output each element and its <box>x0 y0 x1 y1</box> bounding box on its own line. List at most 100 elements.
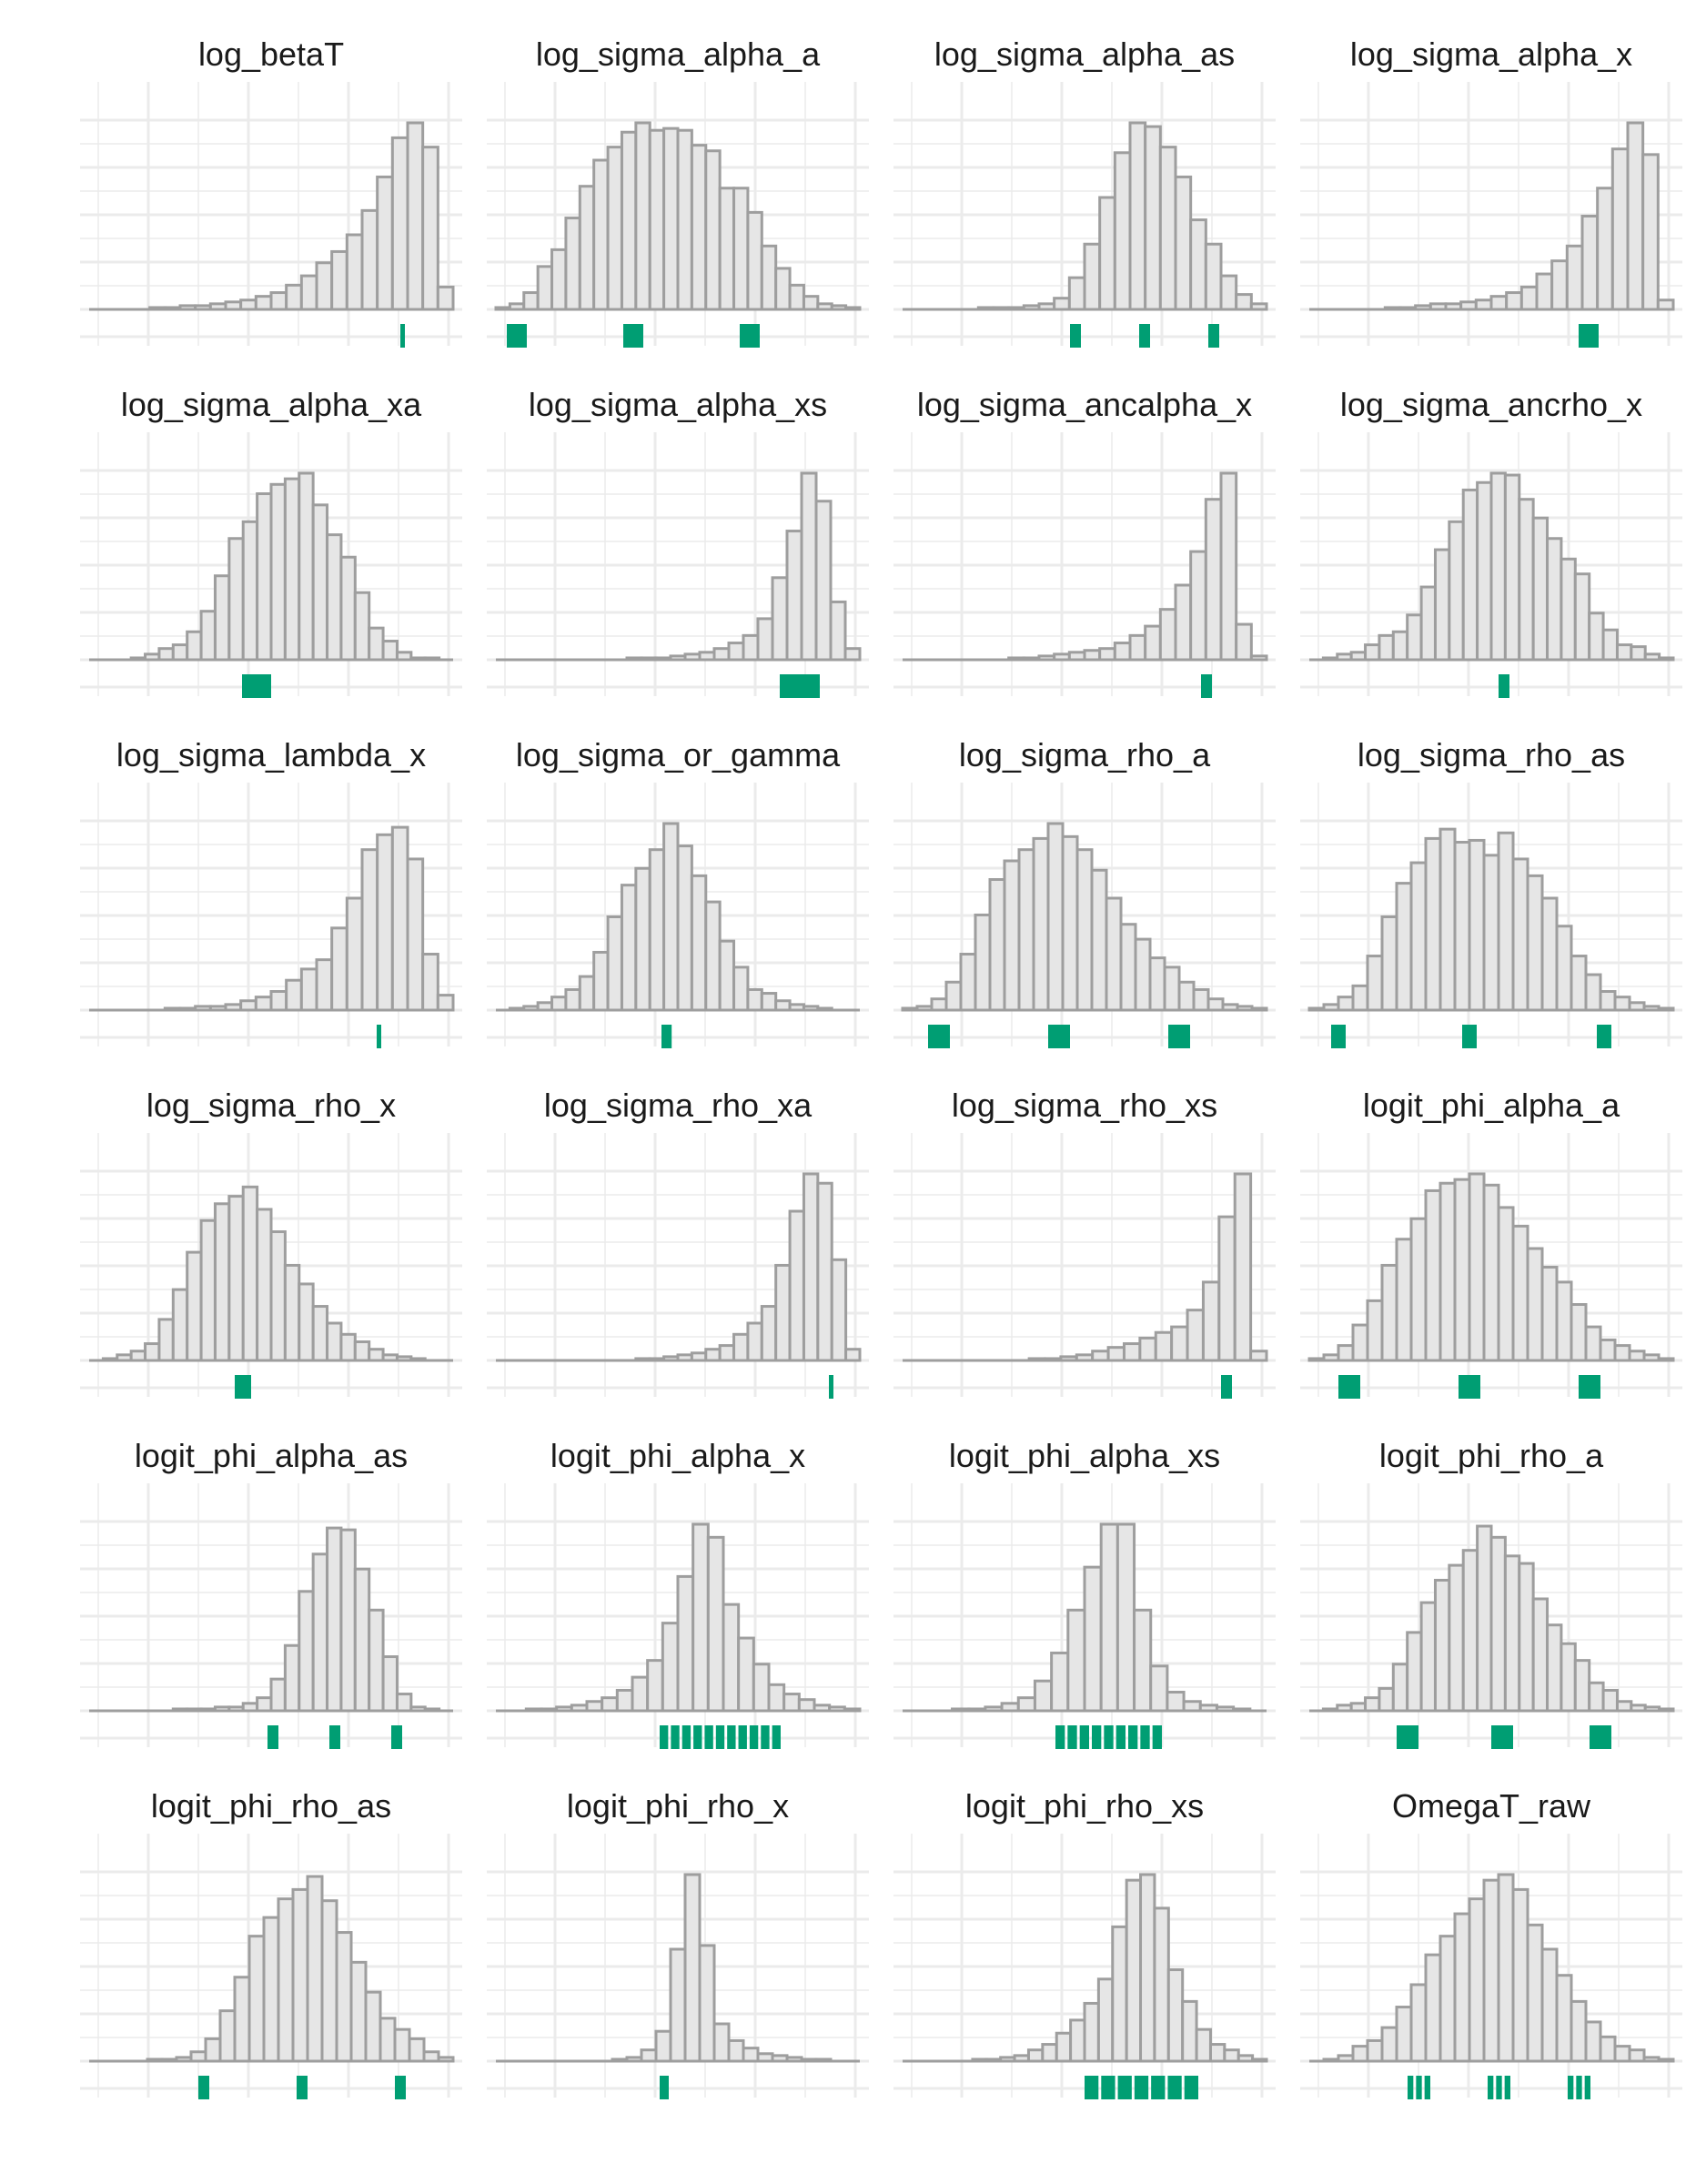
rug-mark <box>704 1725 713 1749</box>
histogram-bar <box>648 128 666 311</box>
rug-marks <box>1085 2076 1198 2099</box>
histogram-bar <box>606 915 623 1012</box>
histogram-bar <box>1511 857 1529 1012</box>
histogram-bar <box>797 1698 816 1713</box>
histogram-bar <box>1217 1215 1237 1362</box>
rug-marks <box>1201 674 1212 698</box>
rug-mark <box>660 1725 669 1749</box>
histogram-bar <box>1050 1651 1070 1713</box>
histogram-bar <box>353 591 371 662</box>
histogram-panel: logit_phi_rho_a <box>1300 1429 1682 1765</box>
histogram-bar <box>364 1990 382 2063</box>
rug-mark <box>1140 1725 1150 1749</box>
histogram-bar <box>771 576 789 662</box>
rug-mark <box>400 324 405 348</box>
histogram-bar <box>1497 1206 1515 1362</box>
histogram-panel: log_sigma_alpha_xa <box>80 378 462 714</box>
histogram-bar <box>634 121 651 311</box>
histogram-bar <box>1235 622 1253 662</box>
histogram-bar <box>360 848 379 1012</box>
histogram-bar <box>1053 297 1071 311</box>
rug-mark <box>661 1025 672 1048</box>
gridlines <box>893 432 1276 696</box>
rug-marks <box>1221 1375 1232 1399</box>
histogram-bar <box>298 471 315 662</box>
histogram-bar <box>269 990 288 1012</box>
histogram-bar <box>1599 2035 1617 2063</box>
histogram-bar <box>1119 923 1137 1012</box>
histogram-bar <box>1570 1303 1588 1362</box>
histogram-bar <box>1182 1700 1202 1713</box>
histogram-bar <box>1366 955 1384 1012</box>
panel-title: log_sigma_alpha_xs <box>528 386 828 423</box>
histogram-bars <box>1383 121 1675 311</box>
rug-mark <box>1117 2076 1132 2099</box>
histogram-bar <box>1628 2048 1646 2063</box>
histogram-bar <box>1380 915 1398 1012</box>
rug-mark <box>268 1725 278 1749</box>
histogram-plot <box>893 783 1276 1048</box>
rug-marks <box>1397 1725 1611 1749</box>
histogram-bar <box>718 1344 736 1362</box>
histogram-bar <box>1497 1873 1515 2063</box>
histogram-bar <box>204 2037 222 2063</box>
histogram-bars <box>1321 1524 1675 1713</box>
histogram-plot <box>487 1483 869 1749</box>
histogram-bar <box>315 261 334 311</box>
histogram-bar <box>1615 1700 1633 1713</box>
histogram-bar <box>1032 836 1050 1012</box>
histogram-bar <box>311 1305 329 1362</box>
histogram-panel: log_sigma_ancrho_x <box>1300 378 1682 714</box>
histogram-bar <box>218 2009 237 2063</box>
histogram-bar <box>662 822 680 1012</box>
histogram-plot <box>80 1133 462 1399</box>
histogram-bars <box>171 1526 441 1713</box>
histogram-bar <box>299 967 318 1012</box>
histogram-bar <box>326 533 343 662</box>
histogram-bar <box>254 295 273 311</box>
histogram-bar <box>704 149 722 311</box>
histogram-bar <box>1163 966 1181 1012</box>
histogram-plot <box>893 1834 1276 2099</box>
histogram-bar <box>320 1899 338 2063</box>
histogram-bar <box>393 2027 411 2063</box>
rug-marks <box>928 1025 1190 1048</box>
rug-marks <box>242 674 271 698</box>
histogram-bar <box>1192 987 1210 1012</box>
histogram-bar <box>844 1348 862 1362</box>
histogram-bar <box>1170 1325 1189 1362</box>
histogram-bar <box>1204 498 1223 662</box>
histogram-bar <box>1540 1266 1559 1362</box>
histogram-bar <box>1474 298 1493 311</box>
histogram-bar <box>1615 643 1633 662</box>
histogram-bar <box>298 1282 315 1362</box>
histogram-bar <box>199 1218 217 1362</box>
rug-mark <box>1168 1025 1190 1048</box>
histogram-bar <box>1113 151 1132 311</box>
histogram-plot <box>487 783 869 1048</box>
histogram-bar <box>1066 1608 1086 1713</box>
histogram-bar <box>1570 1999 1588 2063</box>
rug-mark <box>1424 2076 1430 2099</box>
histogram-bar <box>262 1916 280 2063</box>
histogram-bar <box>1337 1344 1355 1362</box>
histogram-bar <box>802 1172 820 1362</box>
histogram-bar <box>283 477 301 662</box>
histogram-bar <box>1497 831 1515 1012</box>
histogram-bar <box>631 1675 650 1713</box>
histogram-plot <box>487 82 869 348</box>
histogram-bars <box>494 121 862 311</box>
histogram-bar <box>1560 1642 1577 1713</box>
histogram-bar <box>1453 1912 1471 2063</box>
histogram-bar <box>727 642 745 662</box>
histogram-bar <box>1003 859 1021 1012</box>
panel-title: logit_phi_alpha_xs <box>948 1437 1221 1474</box>
histogram-bar <box>306 1875 324 2063</box>
histogram-bar <box>1055 2031 1073 2063</box>
histogram-bar <box>189 2050 207 2063</box>
rug-mark <box>198 2076 209 2099</box>
histogram-bar <box>1249 1350 1268 1362</box>
histogram-bar <box>1453 841 1471 1012</box>
rug-marks <box>829 1375 833 1399</box>
